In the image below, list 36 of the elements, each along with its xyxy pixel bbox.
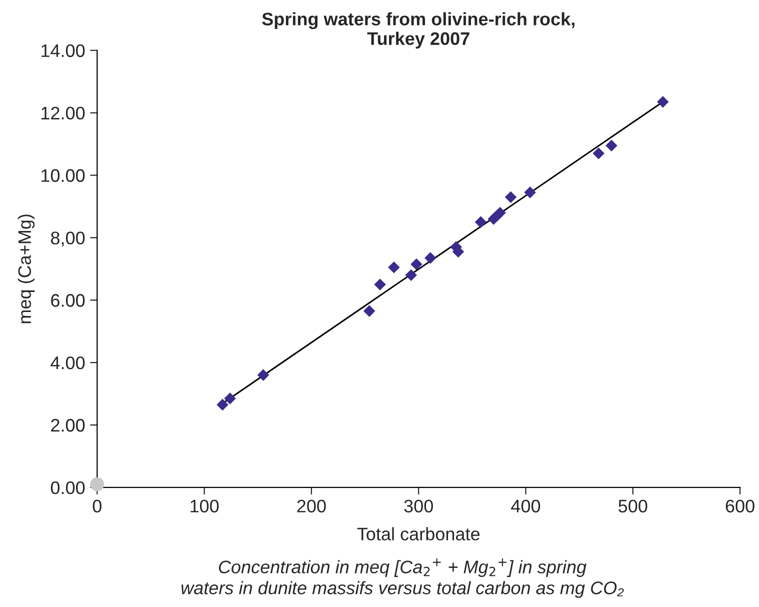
point [657,96,668,108]
x-tick-label: 400 [511,500,540,512]
point [90,477,104,492]
point [364,305,375,317]
point [405,270,417,281]
y-tick-label: 4.00 [50,356,85,370]
point [216,399,228,410]
y-tick-label: 10.00 [42,169,85,182]
point [424,252,436,264]
x-axis-title: Total carbonate [357,527,480,540]
point [592,148,604,160]
x-tick-label: 0 [92,500,102,512]
point [494,207,506,218]
y-axis-title: meq (Ca+Mg) [18,214,35,324]
point [410,258,422,270]
point [606,140,618,152]
x-tick-label: 600 [726,500,754,512]
x-tick-label: 100 [190,500,219,512]
y-tick-label: 14.00 [42,44,85,58]
point [224,392,236,404]
chart-title: Spring waters from olivine-rich rock, Turkey 2007 [262,12,574,49]
y-tick-label: 2.00 [51,418,85,432]
x-tick-label: 500 [618,500,648,512]
point [505,191,516,203]
point [475,216,486,228]
point [524,186,536,198]
x-tick-label: 300 [404,500,433,512]
point [388,262,400,273]
y-tick-label: 0.00 [50,481,85,494]
text: Concentration in meq [Ca$_{2}$$^{+}$ + Mg$_{2}$$^{+}$] in spring waters in dunite massifs versus total carbon as mg CO₂ [181,558,624,598]
y-tick-label: 6.00 [51,294,85,307]
point [258,369,269,381]
y-tick-label: 12.00 [42,106,85,120]
x-tick-label: 200 [297,500,326,512]
point [374,278,386,290]
y-tick-label: 8,00 [50,232,85,247]
